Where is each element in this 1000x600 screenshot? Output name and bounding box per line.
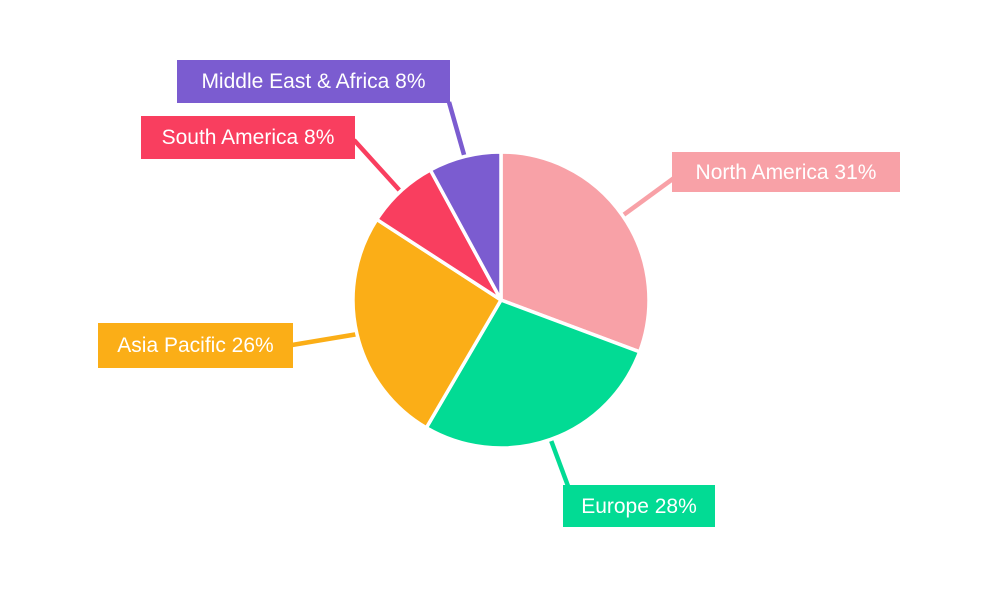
pie-slices-group xyxy=(351,150,651,450)
leader-line-asia-pacific xyxy=(291,331,359,348)
leader-lines-group xyxy=(291,101,676,487)
leader-line-middle-east-africa xyxy=(446,101,467,159)
pie-slice-north-america[interactable] xyxy=(499,150,651,354)
pie-slice-middle-east-africa[interactable] xyxy=(428,150,503,302)
leader-line-south-america xyxy=(352,138,403,194)
leader-line-europe xyxy=(548,437,571,487)
pie-slice-asia-pacific[interactable] xyxy=(351,217,503,430)
leader-line-north-america xyxy=(620,176,676,219)
